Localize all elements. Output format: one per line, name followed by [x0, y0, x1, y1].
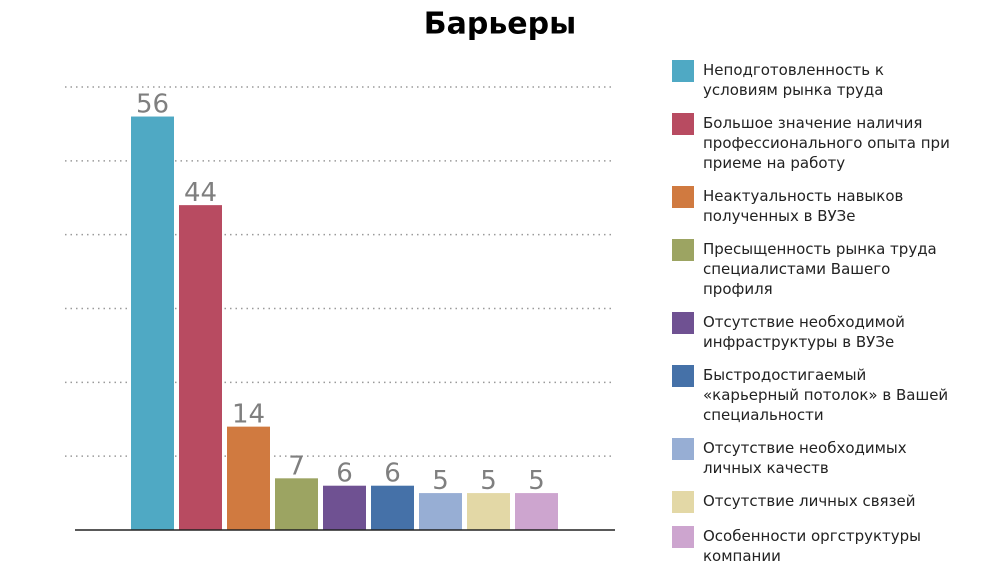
data-label: 44 — [184, 178, 217, 208]
legend-item: Отсутствие личных связей — [672, 491, 962, 513]
data-label: 5 — [432, 466, 449, 496]
legend-item: Неподготовленность к условиям рынка труд… — [672, 60, 962, 100]
data-label: 7 — [288, 451, 305, 481]
data-label: 6 — [384, 459, 401, 489]
legend-item: Отсутствие необходимой инфраструктуры в … — [672, 312, 962, 352]
legend-swatch — [672, 312, 694, 334]
bar — [275, 478, 318, 530]
legend-label: Отсутствие необходимых личных качеств — [703, 439, 907, 477]
bar — [467, 493, 510, 530]
legend-swatch — [672, 438, 694, 460]
legend-item: Пресыщенность рынка труда специалистами … — [672, 239, 962, 299]
chart: Барьеры 56 44 14 7 6 6 5 5 5 — [65, 7, 615, 531]
data-label: 5 — [528, 466, 545, 496]
data-label: 6 — [336, 459, 353, 489]
data-label: 14 — [232, 400, 265, 430]
legend-swatch — [672, 60, 694, 82]
legend-item: Отсутствие необходимых личных качеств — [672, 438, 962, 478]
data-label: 5 — [480, 466, 497, 496]
legend-label: Неактуальность навыков полученных в ВУЗе — [703, 187, 904, 225]
legend-label: Большое значение наличия профессионально… — [703, 114, 950, 172]
legend-swatch — [672, 365, 694, 387]
data-label: 56 — [136, 90, 169, 120]
chart-title: Барьеры — [424, 7, 577, 42]
bar — [323, 485, 366, 530]
legend-swatch — [672, 491, 694, 513]
legend-item: Большое значение наличия профессионально… — [672, 113, 962, 173]
legend-label: Неподготовленность к условиям рынка труд… — [703, 61, 884, 99]
bar — [179, 205, 222, 530]
legend-item: Быстродостигаемый «карьерный потолок» в … — [672, 365, 962, 425]
legend-item: Неактуальность навыков полученных в ВУЗе — [672, 186, 962, 226]
legend-label: Быстродостигаемый «карьерный потолок» в … — [703, 366, 949, 424]
legend-swatch — [672, 113, 694, 135]
legend-swatch — [672, 526, 694, 548]
bar — [515, 493, 558, 530]
legend-swatch — [672, 186, 694, 208]
bar — [371, 485, 414, 530]
legend-label: Пресыщенность рынка труда специалистами … — [703, 240, 937, 298]
legend-label: Отсутствие необходимой инфраструктуры в … — [703, 313, 905, 351]
bar — [419, 493, 462, 530]
legend: Неподготовленность к условиям рынка труд… — [672, 60, 962, 566]
bar — [227, 426, 270, 530]
bar — [131, 116, 174, 531]
legend-item: Особенности оргструктуры компании — [672, 526, 962, 566]
legend-label: Отсутствие личных связей — [703, 492, 916, 510]
legend-label: Особенности оргструктуры компании — [703, 527, 922, 565]
legend-swatch — [672, 239, 694, 261]
